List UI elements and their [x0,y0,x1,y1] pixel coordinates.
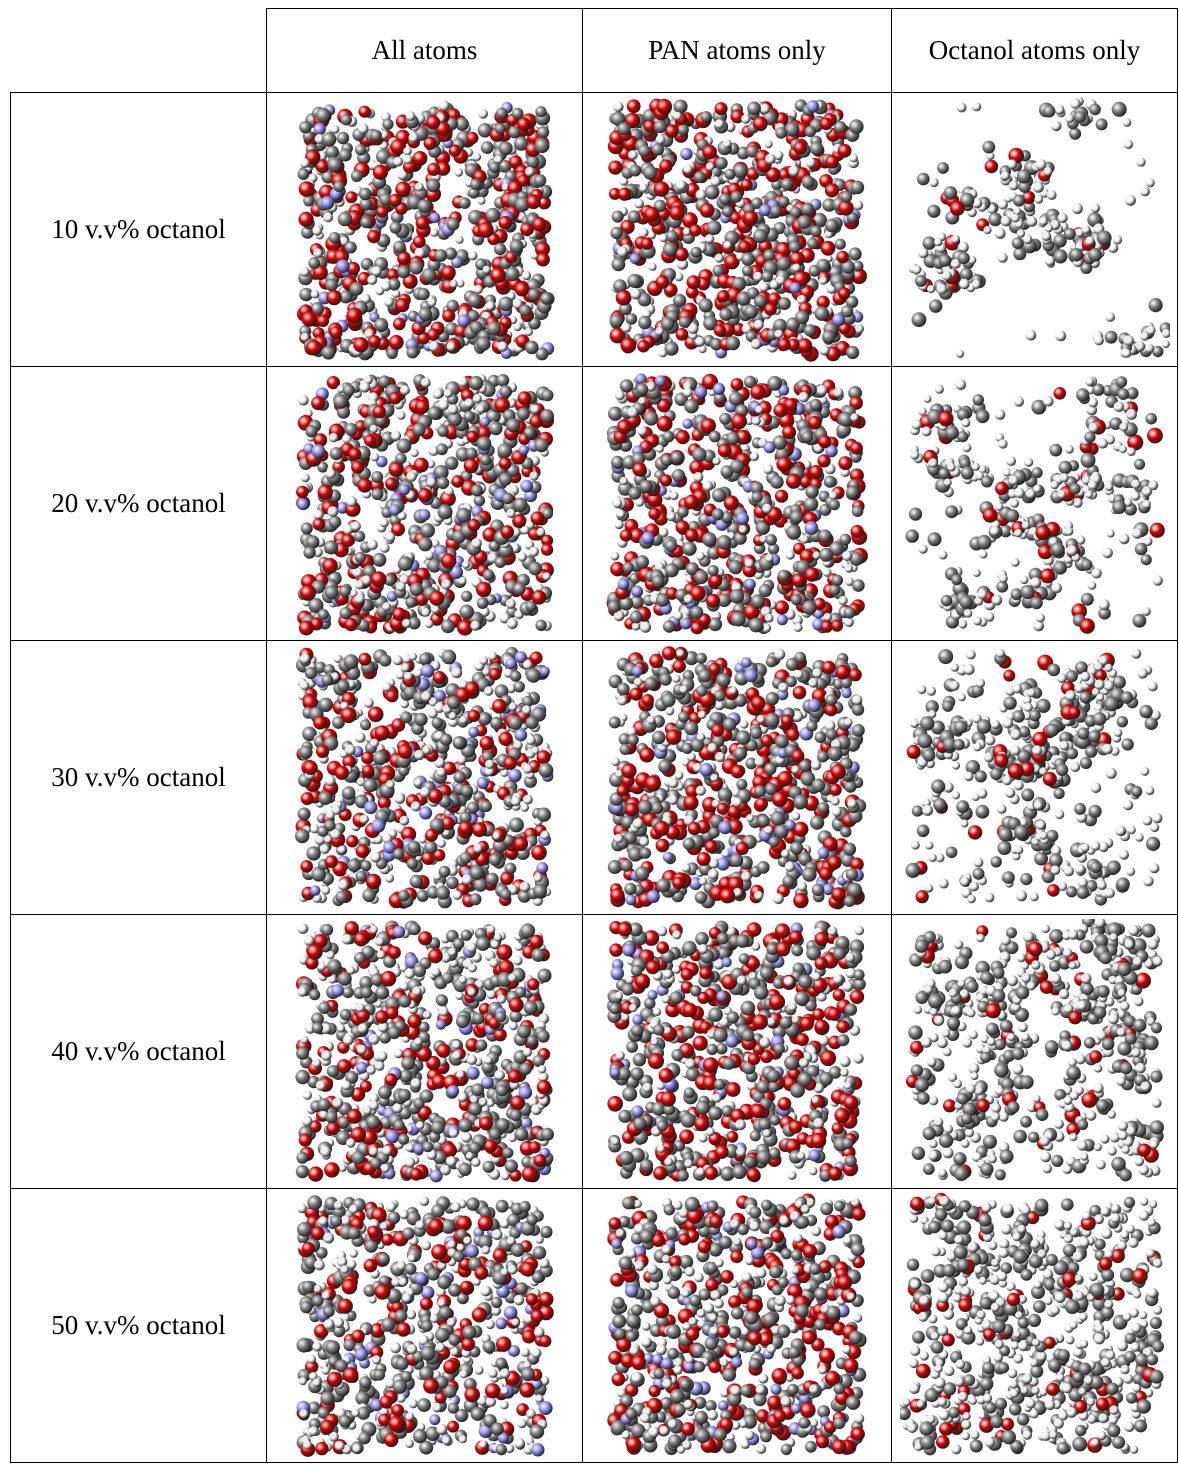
snapshot-cell-pan-atoms [582,366,892,641]
molecular-snapshot-image [296,100,555,361]
snapshot-cell-octanol-atoms [891,1188,1178,1463]
row-label: 20 v.v% octanol [10,366,267,641]
snapshot-cell-all-atoms [266,914,583,1189]
row-label: 30 v.v% octanol [10,640,267,915]
snapshot-cell-octanol-atoms [891,914,1178,1189]
molecular-snapshot-image [899,1193,1164,1456]
snapshot-cell-octanol-atoms [891,366,1178,641]
molecular-snapshot-image [294,646,553,909]
molecular-snapshot-image [905,648,1162,906]
snapshot-cell-pan-atoms [582,640,892,915]
row-label: 40 v.v% octanol [10,914,267,1189]
snapshot-cell-all-atoms [266,1188,583,1463]
molecular-snapshot-image [905,919,1164,1182]
snapshot-cell-pan-atoms [582,914,892,1189]
table-row: 20 v.v% octanol [10,366,1178,641]
snapshot-cell-all-atoms [266,92,583,367]
molecular-snapshot-image [295,374,554,636]
row-label: 10 v.v% octanol [10,92,267,367]
molecular-snapshot-image [294,920,554,1183]
snapshot-cell-all-atoms [266,366,583,641]
table-row: 50 v.v% octanol [10,1188,1178,1463]
snapshot-cell-octanol-atoms [891,640,1178,915]
molecular-snapshot-image [607,98,867,362]
table-row: 30 v.v% octanol [10,640,1178,915]
molecular-snapshot-image [607,1193,867,1456]
molecular-snapshot-image [606,373,868,635]
snapshot-cell-all-atoms [266,640,583,915]
row-label: 50 v.v% octanol [10,1188,267,1463]
snapshot-table: All atoms PAN atoms only Octanol atoms o… [10,8,1178,1463]
molecular-snapshot-image [296,1195,554,1457]
snapshot-cell-pan-atoms [582,92,892,367]
table-row: 40 v.v% octanol [10,914,1178,1189]
snapshot-cell-octanol-atoms [891,92,1178,367]
molecular-snapshot-image [607,646,867,910]
column-header-octanol-atoms: Octanol atoms only [891,8,1178,93]
snapshot-cell-pan-atoms [582,1188,892,1463]
molecular-snapshot-image [908,97,1170,358]
table-row: 10 v.v% octanol [10,92,1178,367]
corner-cell [10,8,267,93]
molecular-snapshot-image [905,376,1165,634]
column-header-all-atoms: All atoms [266,8,583,93]
column-header-pan-atoms: PAN atoms only [582,8,892,93]
header-row: All atoms PAN atoms only Octanol atoms o… [10,8,1178,93]
molecular-snapshot-image [607,920,866,1183]
